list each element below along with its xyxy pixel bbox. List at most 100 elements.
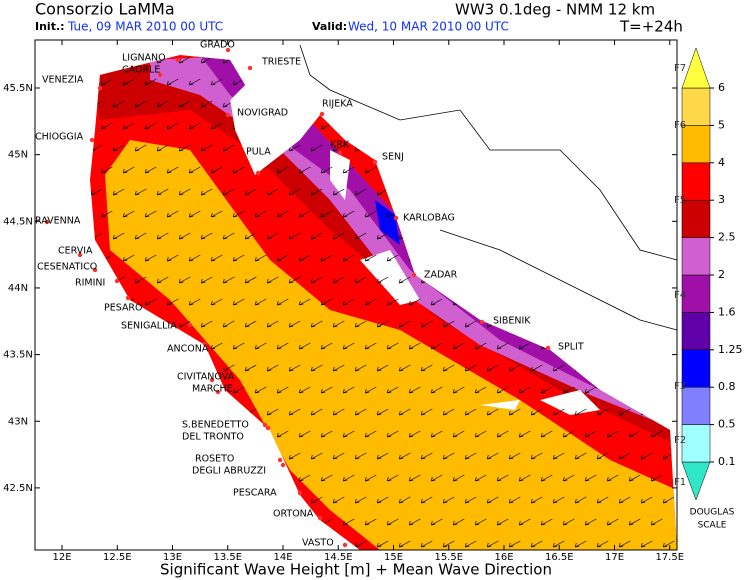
x-tick-label: 16E [494,552,513,563]
arrow [540,386,553,394]
arrow [518,518,531,526]
arrow [276,254,289,262]
arrow [408,342,421,350]
arrow [386,430,399,438]
map-area [34,39,678,551]
arrow [298,210,311,218]
arrow [310,188,323,196]
city-dot [125,295,131,301]
city-dot [277,457,283,463]
arrow [628,430,641,438]
arrow [144,122,157,130]
arrow [144,298,157,306]
band-orange [105,140,677,550]
arrow [376,364,389,372]
arrow [376,276,389,284]
arrow [232,342,245,350]
arrow [276,298,289,306]
arrow [376,452,389,460]
arrow [452,342,465,350]
scale-label: 1.6 [718,305,736,318]
arrow [584,518,597,526]
city-label: SPLIT [558,342,584,353]
arrow [408,386,421,394]
y-tick-label: 42.5N [3,483,33,494]
city-label: CAORLE [122,65,160,76]
arrow [200,144,213,152]
douglas-label: F5 [674,195,686,206]
arrow [188,254,201,262]
city-label: CERVIA [58,246,93,257]
arrow [398,276,411,284]
arrow [430,474,443,482]
arrow [122,122,135,130]
arrow [310,320,323,328]
x-tick-label: 17.5E [655,552,684,563]
arrow [562,386,575,394]
arrow [310,496,323,504]
city-label: KARLOBAG [403,213,455,224]
arrow [606,430,619,438]
arrow [200,276,213,284]
arrow [574,408,587,416]
scale-band [681,162,711,201]
city-dot [262,422,268,428]
scale-label: 2 [718,268,725,281]
arrow [376,496,389,504]
scale-band [681,312,711,351]
arrow [100,122,113,130]
scale-band [681,47,711,89]
arrow [354,320,367,328]
arrow [354,452,367,460]
arrow [376,232,389,240]
arrow [166,166,179,174]
arrow [452,518,465,526]
x-tick-label: 13.5E [213,552,242,563]
arrow [486,364,499,372]
arrow [254,210,267,218]
arrow [210,342,223,350]
city-label: PESCARA [233,488,277,499]
arrow [200,320,213,328]
arrow [232,166,245,174]
arrow [354,408,367,416]
arrow [408,518,421,526]
arrow [386,474,399,482]
border [299,44,678,261]
arrow [376,408,389,416]
arrow [298,386,311,394]
arrow [398,540,411,548]
arrow [474,342,487,350]
arrow [178,144,191,152]
y-tick-label: 43.5N [3,350,33,361]
arrow [332,408,345,416]
arrow [200,100,213,108]
arrow [430,386,443,394]
arrow [376,320,389,328]
arrow [222,232,235,240]
arrow [332,276,345,284]
x-tick-label: 14E [273,552,292,563]
arrow [386,254,399,262]
arrow [166,210,179,218]
arrow [584,474,597,482]
arrow [332,144,345,152]
arrow [288,452,301,460]
arrow [178,100,191,108]
arrow [452,430,465,438]
arrow [606,518,619,526]
arrow [640,540,653,548]
arrow [254,386,267,394]
city-label: MARCHE [192,384,233,395]
arrow [310,408,323,416]
arrow [662,540,675,548]
arrow [266,408,279,416]
arrow [310,452,323,460]
arrow [530,496,543,504]
arrow [430,298,443,306]
arrow [266,188,279,196]
city-label: PULA [246,147,271,158]
arrow [650,474,663,482]
arrow [552,496,565,504]
